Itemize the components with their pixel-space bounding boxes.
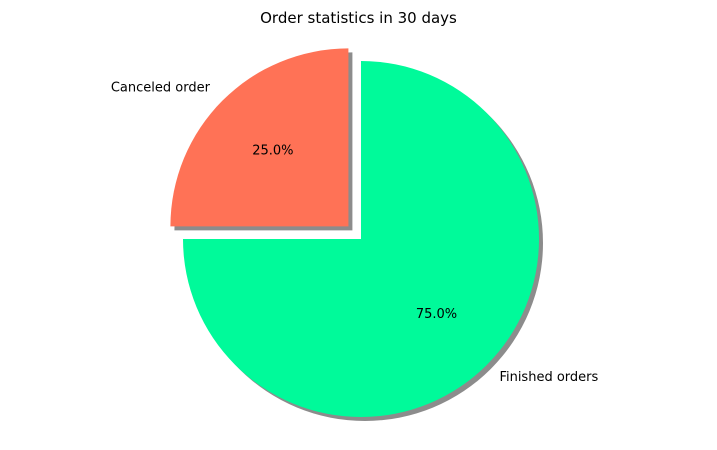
slice-labels: Canceled order 25.0% Finished orders 75.0% xyxy=(111,80,599,384)
slice-canceled-order xyxy=(170,48,349,227)
slice-label-canceled-order: Canceled order xyxy=(111,80,211,95)
chart-title: Order statistics in 30 days xyxy=(260,9,457,27)
slice-label-finished-orders: Finished orders xyxy=(499,370,598,385)
slices xyxy=(170,48,539,417)
slice-percent-finished-orders: 75.0% xyxy=(416,307,457,322)
slice-percent-canceled-order: 25.0% xyxy=(252,143,293,158)
slice-finished-orders xyxy=(183,61,539,417)
